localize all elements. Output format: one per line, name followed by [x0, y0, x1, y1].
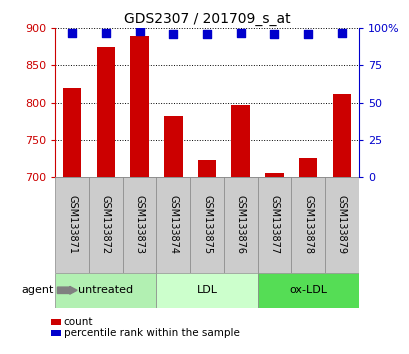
Text: GSM133877: GSM133877	[269, 195, 279, 255]
Bar	[223, 177, 257, 273]
Bar	[122, 177, 156, 273]
Point	[338, 30, 344, 36]
Text: GSM133871: GSM133871	[67, 195, 77, 254]
Bar	[298, 159, 317, 177]
Bar	[332, 94, 350, 177]
Text: percentile rank within the sample: percentile rank within the sample	[63, 328, 239, 338]
Text: GSM133874: GSM133874	[168, 195, 178, 254]
Bar	[190, 177, 223, 273]
Bar	[55, 177, 89, 273]
Text: agent: agent	[21, 285, 53, 295]
Point	[270, 32, 277, 37]
Text: GSM133872: GSM133872	[101, 195, 111, 255]
Bar	[156, 177, 190, 273]
Text: ox-LDL: ox-LDL	[288, 285, 326, 295]
Title: GDS2307 / 201709_s_at: GDS2307 / 201709_s_at	[124, 12, 290, 26]
Point	[304, 32, 311, 37]
Point	[69, 30, 75, 36]
Point	[136, 28, 143, 34]
Bar	[265, 173, 283, 177]
Point	[170, 32, 176, 37]
Bar	[291, 177, 324, 273]
Text: GSM133875: GSM133875	[202, 195, 211, 255]
Text: GSM133876: GSM133876	[235, 195, 245, 254]
Bar	[156, 273, 257, 308]
Text: GSM133878: GSM133878	[302, 195, 312, 254]
Text: GSM133873: GSM133873	[134, 195, 144, 254]
Text: GSM133879: GSM133879	[336, 195, 346, 254]
Bar	[197, 160, 216, 177]
Point	[102, 30, 109, 36]
Point	[237, 30, 243, 36]
Bar	[231, 105, 249, 177]
Bar	[257, 273, 358, 308]
Bar	[257, 177, 291, 273]
Bar	[89, 177, 122, 273]
Bar	[164, 116, 182, 177]
Text: count: count	[63, 317, 93, 327]
Text: LDL: LDL	[196, 285, 217, 295]
Point	[203, 32, 210, 37]
Bar	[324, 177, 358, 273]
Bar	[97, 47, 115, 177]
Bar	[55, 273, 156, 308]
Bar	[63, 88, 81, 177]
Bar	[130, 36, 148, 177]
Text: untreated: untreated	[78, 285, 133, 295]
